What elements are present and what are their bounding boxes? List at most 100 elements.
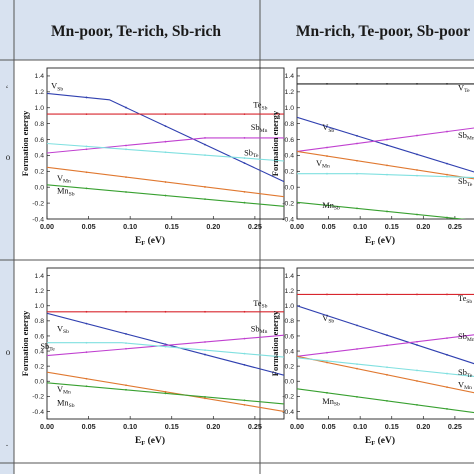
series-point-sb-te	[204, 154, 206, 157]
series-point-v-sb	[85, 322, 88, 325]
y-tick-label: 0.2	[35, 363, 45, 370]
series-point-v-sb	[356, 134, 358, 137]
series-point-sb-te	[416, 174, 418, 177]
y-tick-label: 0.2	[285, 363, 295, 370]
y-tick-label: -0.4	[282, 409, 294, 416]
y-tick-label: 0.4	[285, 153, 295, 160]
series-point-sb-mn	[386, 344, 388, 347]
series-point-v-sb	[125, 333, 127, 335]
series-point-v-mn	[204, 186, 206, 188]
series-point-v-mn	[356, 367, 358, 370]
series-point-mn-sb	[164, 392, 167, 395]
x-axis-label: EF (eV)	[135, 235, 165, 247]
series-point-v-te	[386, 82, 388, 85]
y-axis-label: Formation energy	[20, 110, 30, 176]
x-tick-label: 0.15	[165, 422, 179, 431]
series-label-te-sb: TeSb	[253, 101, 267, 112]
y-tick-label: -0.2	[32, 394, 44, 401]
series-point-sb-te	[326, 172, 328, 175]
series-point-v-sb	[243, 162, 246, 165]
series-point-sb-mn	[326, 351, 328, 354]
series-point-v-sb	[326, 314, 328, 317]
header-left: Mn-poor, Te-rich, Sb-rich	[51, 23, 221, 40]
series-point-v-te	[326, 82, 328, 85]
x-tick-label: 0.25	[248, 422, 262, 431]
series-point-v-sb	[326, 125, 328, 128]
y-tick-label: 1.2	[35, 288, 45, 295]
series-label-v-sb: VSb	[322, 314, 334, 325]
series-point-sb-te	[416, 369, 418, 372]
series-label-mn-sb: MnSb	[322, 201, 340, 212]
y-tick-label: 0.0	[35, 185, 45, 192]
series-point-v-sb	[243, 363, 246, 366]
x-axis-label: EF (eV)	[365, 235, 395, 247]
y-tick-label: 0.2	[35, 169, 45, 176]
series-point-v-mn	[446, 173, 448, 176]
series-point-v-mn	[164, 390, 167, 393]
series-point-v-mn	[326, 155, 328, 157]
series-point-sb-te	[204, 349, 206, 352]
y-tick-label: 0.0	[285, 379, 295, 386]
x-tick-label: 0.15	[385, 222, 399, 231]
x-tick-label: 0.10	[353, 222, 367, 231]
x-tick-label: 0.10	[353, 422, 367, 431]
series-point-sb-te	[356, 172, 358, 175]
y-axis-label: Formation energy	[20, 310, 30, 376]
series-point-te-sb	[416, 293, 418, 296]
x-axis-label: EF (eV)	[365, 435, 395, 447]
series-point-te-sb	[386, 293, 388, 296]
series-point-sb-te	[386, 366, 388, 369]
series-point-v-sb	[204, 353, 206, 356]
series-point-sb-te	[164, 345, 167, 348]
plot-frame	[296, 67, 474, 220]
x-tick-label: 0.10	[123, 422, 137, 431]
x-tick-label: 0.20	[206, 422, 220, 431]
y-tick-label: 0.4	[35, 348, 45, 355]
y-tick-label: 0.6	[35, 137, 45, 144]
svg-text:o: o	[6, 152, 11, 162]
series-label-v-te: VTe	[458, 83, 470, 94]
chart-top-right: -0.4 -0.2 0.0 0.2 0.4 0.6 0.8 1.0 1.2 1.4 0.00 0.05…	[270, 67, 474, 247]
y-tick-label: 1.0	[35, 105, 45, 112]
series-label-v-mn: VMn	[458, 380, 472, 391]
series-point-v-sb	[356, 324, 358, 327]
series-group	[47, 92, 284, 207]
series-point-sb-mn	[386, 138, 388, 141]
y-tick-label: 0.8	[285, 318, 295, 325]
header-right: Mn-rich, Te-poor, Sb-poor	[296, 23, 470, 40]
x-tick-label: 0.20	[416, 422, 430, 431]
series-point-v-te	[446, 82, 448, 85]
series-point-mn-sb	[416, 213, 418, 216]
series-label-mn-sb: MnSb	[322, 397, 340, 408]
x-tick-label: 0.25	[248, 222, 262, 231]
y-tick-label: 1.2	[285, 89, 295, 96]
series-label-sb-mn: SbMn	[251, 324, 268, 335]
series-label-sb-te: SbTe	[40, 342, 55, 353]
x-tick-label: 0.15	[385, 422, 399, 431]
series-point-te-sb	[326, 293, 328, 296]
series-point-te-sb	[85, 310, 88, 313]
series-point-v-mn	[416, 380, 418, 382]
series-point-sb-te	[164, 151, 167, 154]
y-tick-label: 1.4	[285, 73, 295, 80]
x-tick-label: 0.20	[416, 222, 430, 231]
series-point-mn-sb	[356, 207, 358, 210]
series-point-sb-te	[326, 360, 328, 362]
series-point-v-mn	[356, 159, 358, 162]
series-point-sb-mn	[204, 341, 206, 343]
series-label-sb-mn: SbMn	[458, 131, 474, 142]
series-point-v-sb	[386, 334, 388, 337]
series-point-te-sb	[446, 293, 448, 296]
y-tick-label: -0.2	[282, 394, 294, 401]
y-tick-label: -0.4	[32, 409, 44, 416]
x-tick-label: 0.00	[40, 222, 54, 231]
series-point-mn-sb	[356, 395, 358, 398]
series-point-v-sb	[125, 106, 127, 109]
series-label-sb-te: SbTe	[458, 177, 473, 188]
y-tick-label: 1.4	[35, 273, 45, 280]
series-point-sb-mn	[164, 140, 167, 143]
x-tick-label: 0.05	[322, 422, 336, 431]
series-label-v-sb: VSb	[57, 324, 69, 335]
series-point-v-te	[416, 82, 418, 85]
series-point-te-sb	[85, 113, 88, 115]
